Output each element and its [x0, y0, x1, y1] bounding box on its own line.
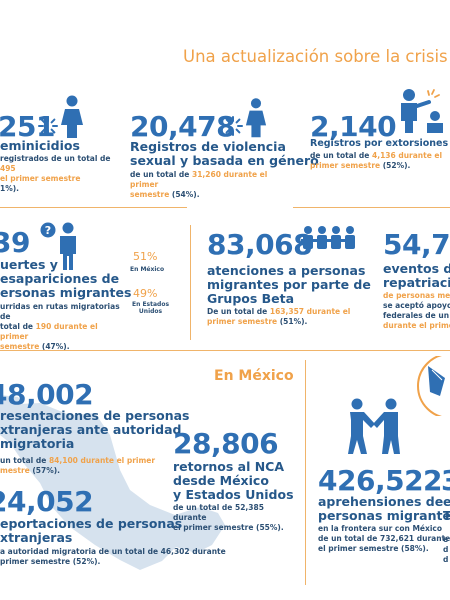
- retornos-label: retornos al NCA desde México y Estados U…: [173, 459, 294, 502]
- partial-desc: e d d: [443, 535, 449, 564]
- divider: [293, 207, 450, 208]
- feminicidios-desc: registrados de un total de 495 el primer…: [0, 154, 111, 193]
- deportaciones-number: 24,052: [0, 485, 94, 518]
- grupos-beta-number: 83,068: [207, 228, 313, 261]
- partial-label: e T: [443, 494, 450, 523]
- pct-mexico-label: En México: [130, 266, 165, 273]
- divider: [0, 207, 187, 208]
- aprehensiones-desc: en la frontera sur con México de un tota…: [318, 524, 450, 553]
- pct-us-label: En Estados Unidos: [132, 301, 170, 315]
- extorsiones-desc: de un total de 4,136 durante el primer s…: [310, 151, 443, 170]
- retornos-number: 28,806: [173, 427, 279, 460]
- extorsiones-number: 2,140: [310, 110, 397, 143]
- aprehensiones-number: 426,522: [318, 464, 443, 497]
- extorsiones-label: Registros por extorsiones: [310, 138, 449, 149]
- woman-icon: [61, 95, 83, 138]
- violencia-desc: de un total de 31,260 durante el primer …: [130, 170, 268, 199]
- presentaciones-desc: un total de 84,100 durante el primer mes…: [0, 456, 156, 475]
- deportaciones-desc: a autoridad migratoria de un total de 46…: [0, 547, 226, 566]
- divider: [190, 225, 191, 340]
- muertes-label: uertes y esapariciones de ersonas migran…: [0, 257, 132, 300]
- divider: [305, 360, 306, 585]
- presentaciones-number: 48,002: [0, 378, 94, 411]
- page-title: Una actualización sobre la crisis d: [183, 47, 450, 66]
- divider: [0, 350, 450, 351]
- mexico-map: [0, 395, 225, 570]
- woman-icon: [245, 98, 267, 138]
- presentaciones-label: resentaciones de personas xtranjeras ant…: [0, 408, 190, 451]
- muertes-desc: urridas en rutas migratorias de total de…: [0, 302, 120, 351]
- extortion-icon: [401, 89, 443, 133]
- feminicidios-number: 251: [0, 110, 55, 143]
- group-icon: [301, 226, 355, 249]
- section-title: En México: [214, 368, 294, 384]
- violencia-label: Registros de violencia sexual y basada e…: [130, 139, 319, 168]
- pct-us: 49%: [133, 287, 158, 300]
- partial-number: 3: [441, 464, 450, 497]
- repatriacion-label: eventos de repatriación: [383, 261, 450, 290]
- violencia-number: 20,478: [130, 110, 236, 143]
- map-outline-graphic: [417, 356, 445, 416]
- person-icon: [60, 222, 76, 270]
- repatriacion-desc: de personas mexi se aceptó apoyo d feder…: [383, 291, 450, 330]
- muertes-number: 39: [0, 226, 30, 259]
- apprehension-icon: [348, 398, 400, 454]
- sparkle-icon: [38, 116, 58, 136]
- pct-mexico: 51%: [133, 250, 158, 263]
- svg-text:?: ?: [45, 224, 51, 237]
- sparkle-icon: [223, 116, 243, 136]
- feminicidios-label: eminicidios: [0, 138, 80, 153]
- repatriacion-number: 54,79: [383, 228, 450, 261]
- aprehensiones-label: aprehensiones de personas migrantes: [318, 494, 450, 523]
- grupos-beta-label: atenciones a personas migrantes por part…: [207, 263, 371, 306]
- deportaciones-label: eportaciones de personas xtranjeras: [0, 516, 183, 545]
- grupos-beta-desc: De un total de 163,357 durante el primer…: [207, 307, 351, 326]
- question-icon: ?: [40, 222, 56, 238]
- retornos-desc: de un total de 52,385 durante el primer …: [173, 503, 284, 532]
